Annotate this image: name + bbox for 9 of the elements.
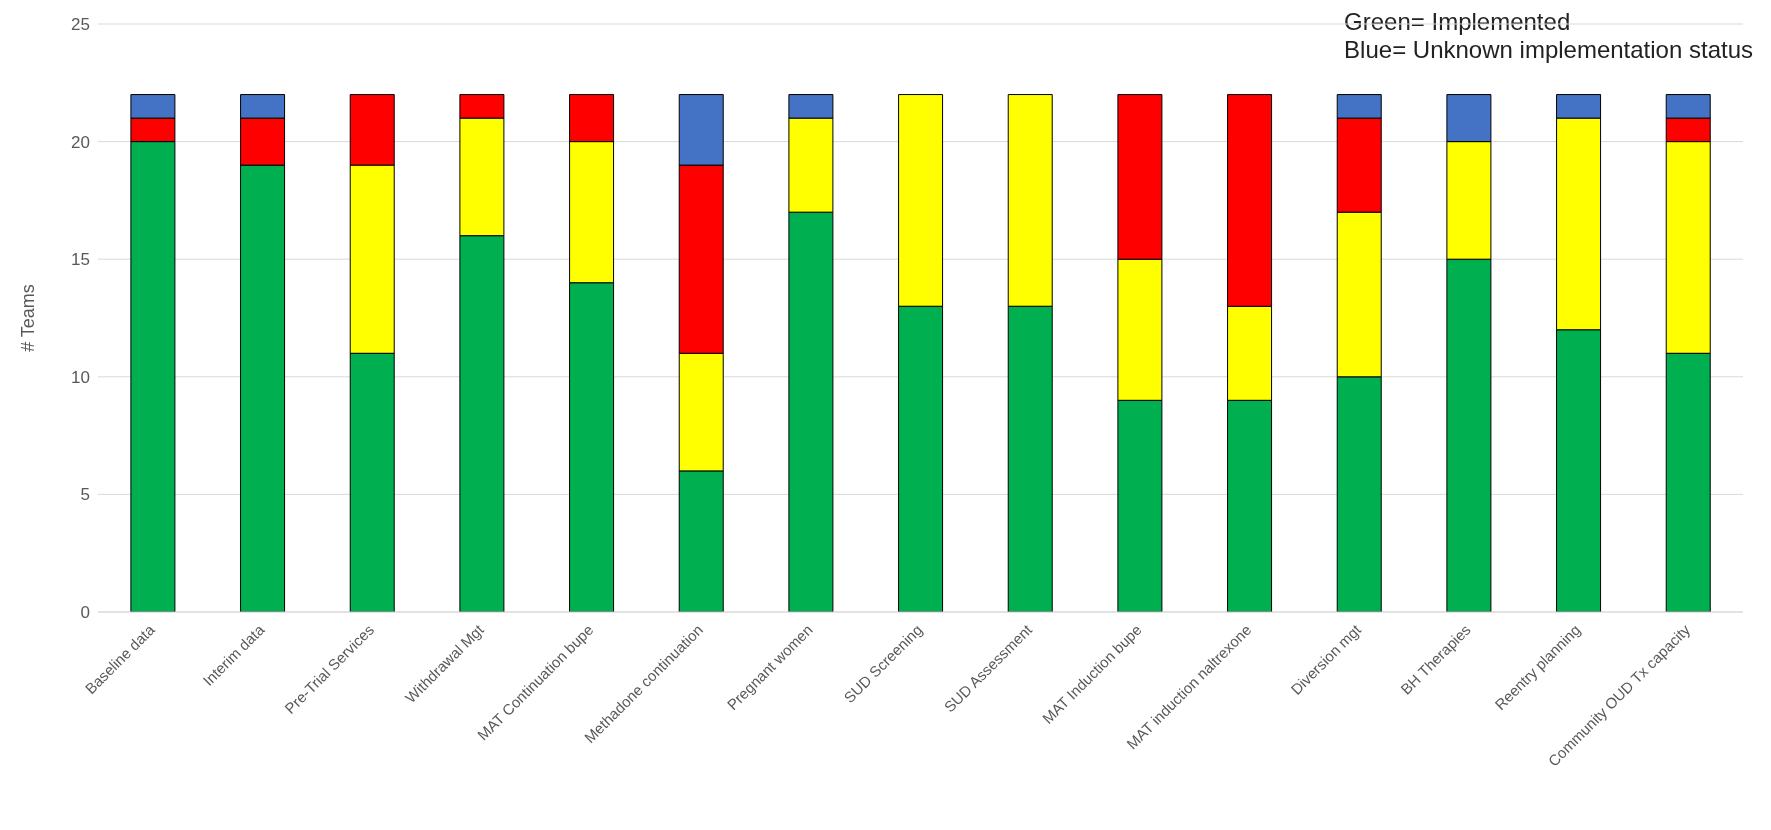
y-tick-label: 20 (71, 132, 90, 152)
annotation: Blue= Unknown implementation status (1344, 36, 1753, 64)
y-tick-label: 10 (71, 367, 90, 387)
y-tick-label: 0 (80, 603, 90, 623)
y-tick-label: 5 (80, 485, 90, 505)
y-axis-title: # Teams (18, 284, 39, 352)
y-tick-label: 15 (71, 250, 90, 270)
y-tick-label: 25 (71, 15, 90, 35)
annotation: Green= Implemented (1344, 8, 1572, 36)
